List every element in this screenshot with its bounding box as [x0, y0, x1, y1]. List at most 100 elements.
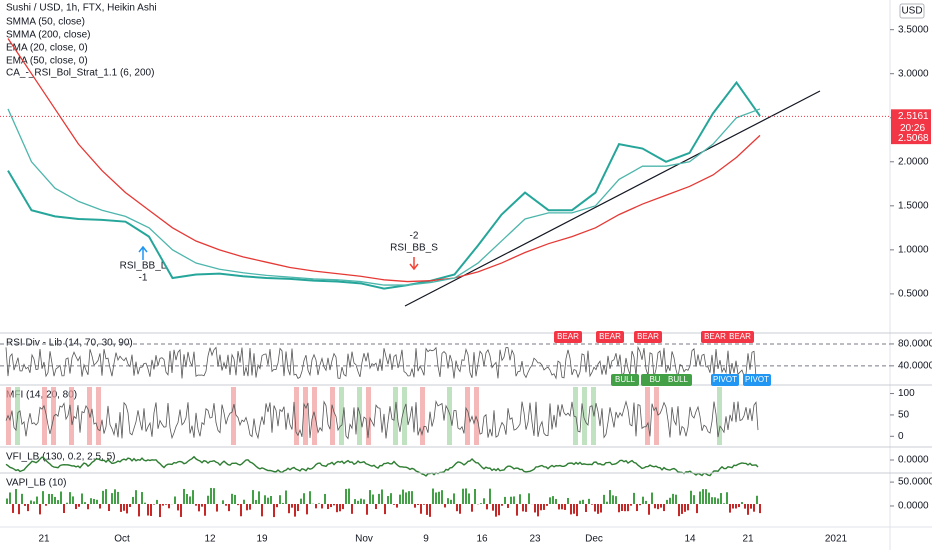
- volume-bar: [465, 488, 467, 504]
- volume-bar: [294, 504, 296, 517]
- volume-bar: [657, 504, 659, 510]
- volume-bar: [39, 504, 41, 515]
- volume-bar: [135, 490, 137, 504]
- mfi-zone: [474, 387, 479, 445]
- volume-bar: [453, 493, 455, 504]
- volume-bar: [138, 504, 140, 517]
- volume-bar: [351, 504, 353, 514]
- volume-bar: [273, 504, 275, 518]
- volume-bar: [750, 504, 752, 509]
- currency-box[interactable]: [899, 3, 925, 19]
- volume-bar: [162, 504, 164, 506]
- volume-bar: [36, 496, 38, 504]
- volume-bar: [396, 504, 398, 508]
- volume-bar: [111, 493, 113, 504]
- volume-bar: [276, 504, 278, 508]
- volume-bar: [570, 504, 572, 515]
- y-tick-label: 0.0000: [898, 455, 929, 466]
- volume-bar: [366, 504, 368, 515]
- volume-bar: [738, 504, 740, 508]
- signal-box: [634, 331, 662, 343]
- x-tick-label: 12: [204, 534, 216, 545]
- volume-bar: [330, 504, 332, 508]
- volume-bar: [165, 504, 167, 505]
- volume-bar: [168, 504, 170, 509]
- y-tick-label: 0.5000: [898, 289, 929, 300]
- volume-bar: [675, 494, 677, 504]
- signal-label: PIVOT: [713, 375, 737, 384]
- volume-bar: [90, 498, 92, 504]
- volume-bar: [102, 490, 104, 504]
- volume-bar: [723, 503, 725, 504]
- bid-box: [891, 132, 931, 145]
- y-tick-label: 100: [898, 388, 915, 399]
- volume-bar: [627, 504, 629, 512]
- volume-bar: [474, 488, 476, 504]
- oscillator-line: [5, 345, 759, 380]
- volume-bar: [663, 504, 665, 512]
- currency[interactable]: USD: [901, 6, 922, 17]
- volume-bar: [447, 498, 449, 504]
- volume-bar: [291, 504, 293, 508]
- volume-bar: [57, 500, 59, 504]
- volume-bar: [192, 490, 194, 504]
- mfi-zone: [357, 387, 362, 445]
- volume-bar: [336, 504, 338, 513]
- volume-bar: [393, 504, 395, 505]
- volume-bar: [579, 500, 581, 504]
- volume-bar: [246, 504, 248, 511]
- volume-bar: [222, 500, 224, 504]
- signal-label: BEAR: [637, 332, 659, 341]
- volume-bar: [129, 504, 131, 507]
- volume-bar: [300, 498, 302, 504]
- y-tick-label: 50: [898, 410, 910, 421]
- volume-bar: [150, 504, 152, 516]
- legend-entry: EMA (50, close, 0): [6, 56, 88, 67]
- y-tick-label: 3.0000: [898, 68, 929, 79]
- volume-bar: [735, 504, 737, 509]
- oscillator-line: [5, 399, 759, 440]
- volume-bar: [285, 490, 287, 504]
- volume-bar: [114, 489, 116, 504]
- volume-bar: [534, 504, 536, 513]
- volume-bar: [756, 495, 758, 504]
- volume-bar: [63, 504, 65, 514]
- volume-bar: [444, 504, 446, 508]
- oscillator-line: [5, 455, 759, 477]
- volume-bar: [372, 494, 374, 504]
- volume-bar: [18, 504, 20, 515]
- volume-bar: [315, 504, 317, 509]
- annotation: RSI_BB_L: [120, 261, 167, 272]
- volume-bar: [690, 490, 692, 504]
- volume-bar: [528, 493, 530, 504]
- volume-bar: [360, 498, 362, 504]
- volume-bar: [177, 504, 179, 511]
- mfi-zone: [42, 387, 47, 445]
- volume-bar: [387, 496, 389, 504]
- volume-bar: [156, 499, 158, 504]
- series-line: [7, 108, 761, 286]
- volume-bar: [6, 498, 8, 504]
- volume-bar: [93, 498, 95, 504]
- volume-bar: [216, 504, 218, 512]
- y-tick-label: 0.0000: [898, 501, 929, 512]
- volume-bar: [369, 490, 371, 504]
- volume-bar: [324, 493, 326, 504]
- signal-box: [641, 374, 669, 386]
- panel-title: RSI Div - Lib (14, 70, 30, 90): [6, 338, 133, 349]
- volume-bar: [489, 488, 491, 504]
- volume-bar: [27, 504, 29, 512]
- mfi-zone: [582, 387, 587, 445]
- volume-bar: [198, 504, 200, 512]
- volume-bar: [261, 504, 263, 517]
- volume-bar: [591, 504, 593, 505]
- volume-bar: [204, 504, 206, 516]
- volume-bar: [144, 502, 146, 504]
- y-tick-label: 3.5000: [898, 24, 929, 35]
- volume-bar: [435, 492, 437, 504]
- mfi-zone: [51, 387, 56, 445]
- volume-bar: [60, 491, 62, 504]
- volume-bar: [141, 492, 143, 504]
- volume-bar: [417, 504, 419, 506]
- panel-title: VAPI_LB (10): [6, 478, 66, 489]
